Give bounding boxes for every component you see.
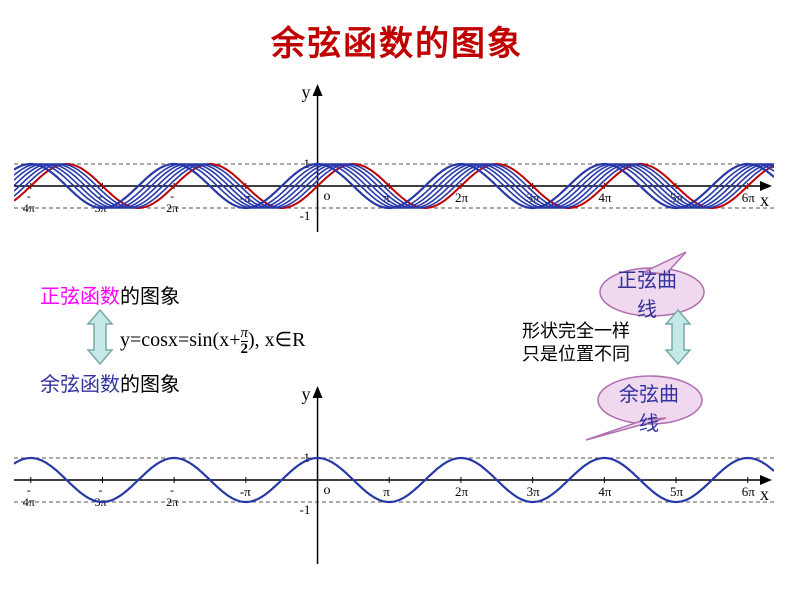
svg-text:4π: 4π	[598, 190, 612, 205]
formula-suffix: ), x∈R	[248, 329, 305, 351]
right-double-arrow	[656, 308, 700, 371]
top-chart-svg: yxo1-1-4π-3π-2π-ππ2π3π4π5π6π	[14, 78, 774, 238]
svg-text:2π: 2π	[455, 190, 469, 205]
svg-text:5π: 5π	[670, 484, 684, 499]
svg-text:x: x	[760, 484, 769, 504]
top-sine-chart: yxo1-1-4π-3π-2π-ππ2π3π4π5π6π	[14, 78, 774, 238]
title-text: 余弦函数的图象	[271, 26, 523, 63]
svg-text:6π: 6π	[742, 190, 756, 205]
svg-text:y: y	[302, 82, 311, 102]
svg-text:2π: 2π	[166, 201, 178, 215]
formula-prefix: y=cosx=sin(x+	[120, 329, 241, 351]
left-double-arrow	[78, 308, 122, 371]
svg-text:4π: 4π	[23, 201, 35, 215]
svg-text:o: o	[324, 483, 331, 498]
sine-fn-suffix: 的图象	[120, 286, 180, 308]
svg-text:4π: 4π	[23, 495, 35, 509]
svg-text:1: 1	[304, 450, 311, 465]
sine-fn-prefix: 正弦函数	[40, 286, 120, 308]
sine-fn-label: 正弦函数的图象	[40, 280, 180, 309]
bottom-chart-svg: yxo1-1-4π-3π-2π-ππ2π3π4π5π6π	[14, 380, 774, 570]
svg-text:2π: 2π	[166, 495, 178, 509]
svg-text:3π: 3π	[527, 484, 541, 499]
svg-text:-1: -1	[300, 208, 311, 223]
formula: y=cosx=sin(x+π2), x∈R	[120, 326, 305, 357]
bottom-cosine-chart: yxo1-1-4π-3π-2π-ππ2π3π4π5π6π	[14, 380, 774, 570]
formula-fraction: π2	[241, 326, 249, 357]
svg-text:x: x	[760, 190, 769, 210]
shape-note: 形状完全一样 只是位置不同	[522, 320, 630, 367]
page-title: 余弦函数的图象	[0, 16, 794, 65]
svg-text:2π: 2π	[455, 484, 469, 499]
svg-text:y: y	[302, 384, 311, 404]
right-arrow-svg	[656, 308, 700, 366]
svg-text:4π: 4π	[598, 484, 612, 499]
svg-text:-1: -1	[300, 502, 311, 517]
left-arrow-svg	[78, 308, 122, 366]
svg-text:-π: -π	[240, 484, 251, 499]
svg-text:o: o	[324, 189, 331, 204]
svg-text:π: π	[383, 484, 390, 499]
svg-text:6π: 6π	[742, 484, 756, 499]
